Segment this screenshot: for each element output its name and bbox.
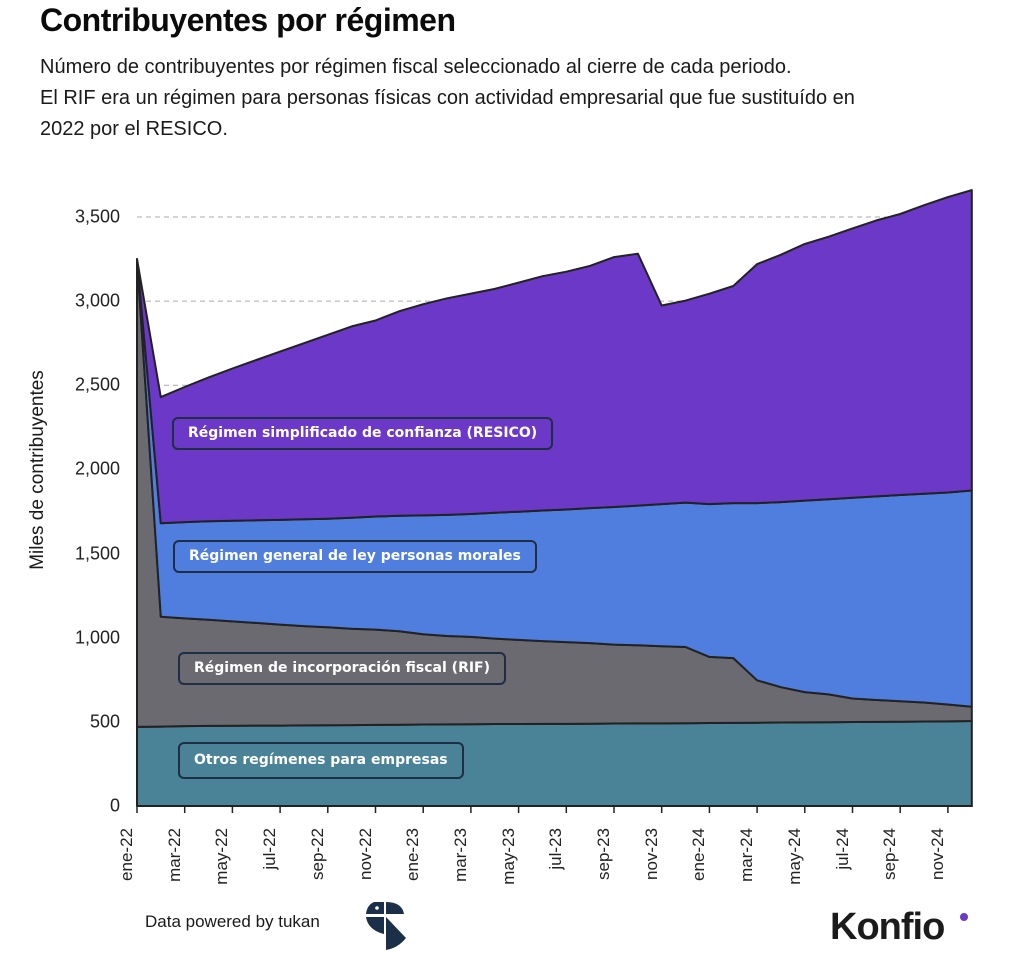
y-axis-label: Miles de contribuyentes: [27, 370, 48, 570]
x-tick-label: ene-22: [117, 828, 136, 881]
y-tick-label: 2,000: [74, 458, 120, 479]
x-tick-label: sep-23: [594, 828, 613, 880]
axes: [136, 259, 973, 813]
tukan-logo-icon: [366, 902, 406, 950]
x-tick-label: jul-23: [546, 828, 566, 870]
label-resico: Régimen simplificado de confianza (RESIC…: [172, 417, 554, 450]
label-otros: Otros regímenes para empresas: [178, 742, 464, 779]
x-tick-label: sep-24: [880, 828, 900, 880]
x-tick-label: mar-24: [737, 828, 757, 882]
x-tick-label: nov-23: [641, 828, 661, 880]
x-tick-label: may-22: [212, 828, 232, 885]
chart-title: Contribuyentes por régimen: [40, 2, 456, 38]
x-tick-label: nov-24: [927, 828, 947, 880]
x-tick-label: ene-24: [689, 828, 709, 881]
y-tick-label: 2,500: [74, 374, 120, 395]
y-tick-label: 500: [89, 711, 120, 732]
konfio-logo: Konfio: [830, 906, 945, 948]
subtitle-line-3: 2022 por el RESICO.: [40, 118, 228, 140]
x-tick-label: jul-24: [832, 828, 852, 870]
x-tick-label: nov-22: [355, 828, 375, 880]
y-tick-label: 3,000: [74, 290, 120, 311]
x-tick-label: may-24: [784, 828, 804, 885]
y-tick-label: 3,500: [74, 206, 120, 227]
x-tick-label: sep-22: [307, 828, 327, 880]
label-rif: Régimen de incorporación fiscal (RIF): [178, 652, 507, 685]
y-tick-label: 0: [109, 795, 120, 816]
label-glpm: Régimen general de ley personas morales: [173, 540, 537, 573]
powered-by-text: Data powered by tukan: [145, 912, 320, 931]
konfio-logo-dot-icon: [960, 913, 968, 921]
area-resico: [136, 189, 973, 525]
subtitle-line-2: El RIF era un régimen para personas físi…: [40, 87, 855, 109]
y-tick-label: 1,000: [74, 627, 120, 648]
x-tick-label: mar-22: [164, 828, 184, 882]
subtitle-line-1: Número de contribuyentes por régimen fis…: [40, 56, 792, 78]
y-tick-label: 1,500: [74, 543, 120, 564]
x-tick-label: jul-22: [260, 828, 280, 870]
area-series: [136, 189, 973, 807]
x-tick-label: ene-23: [403, 828, 423, 881]
x-tick-label: mar-23: [450, 828, 470, 882]
x-tick-label: may-23: [498, 828, 518, 885]
chart-subtitle: Número de contribuyentes por régimen fis…: [40, 52, 1000, 145]
